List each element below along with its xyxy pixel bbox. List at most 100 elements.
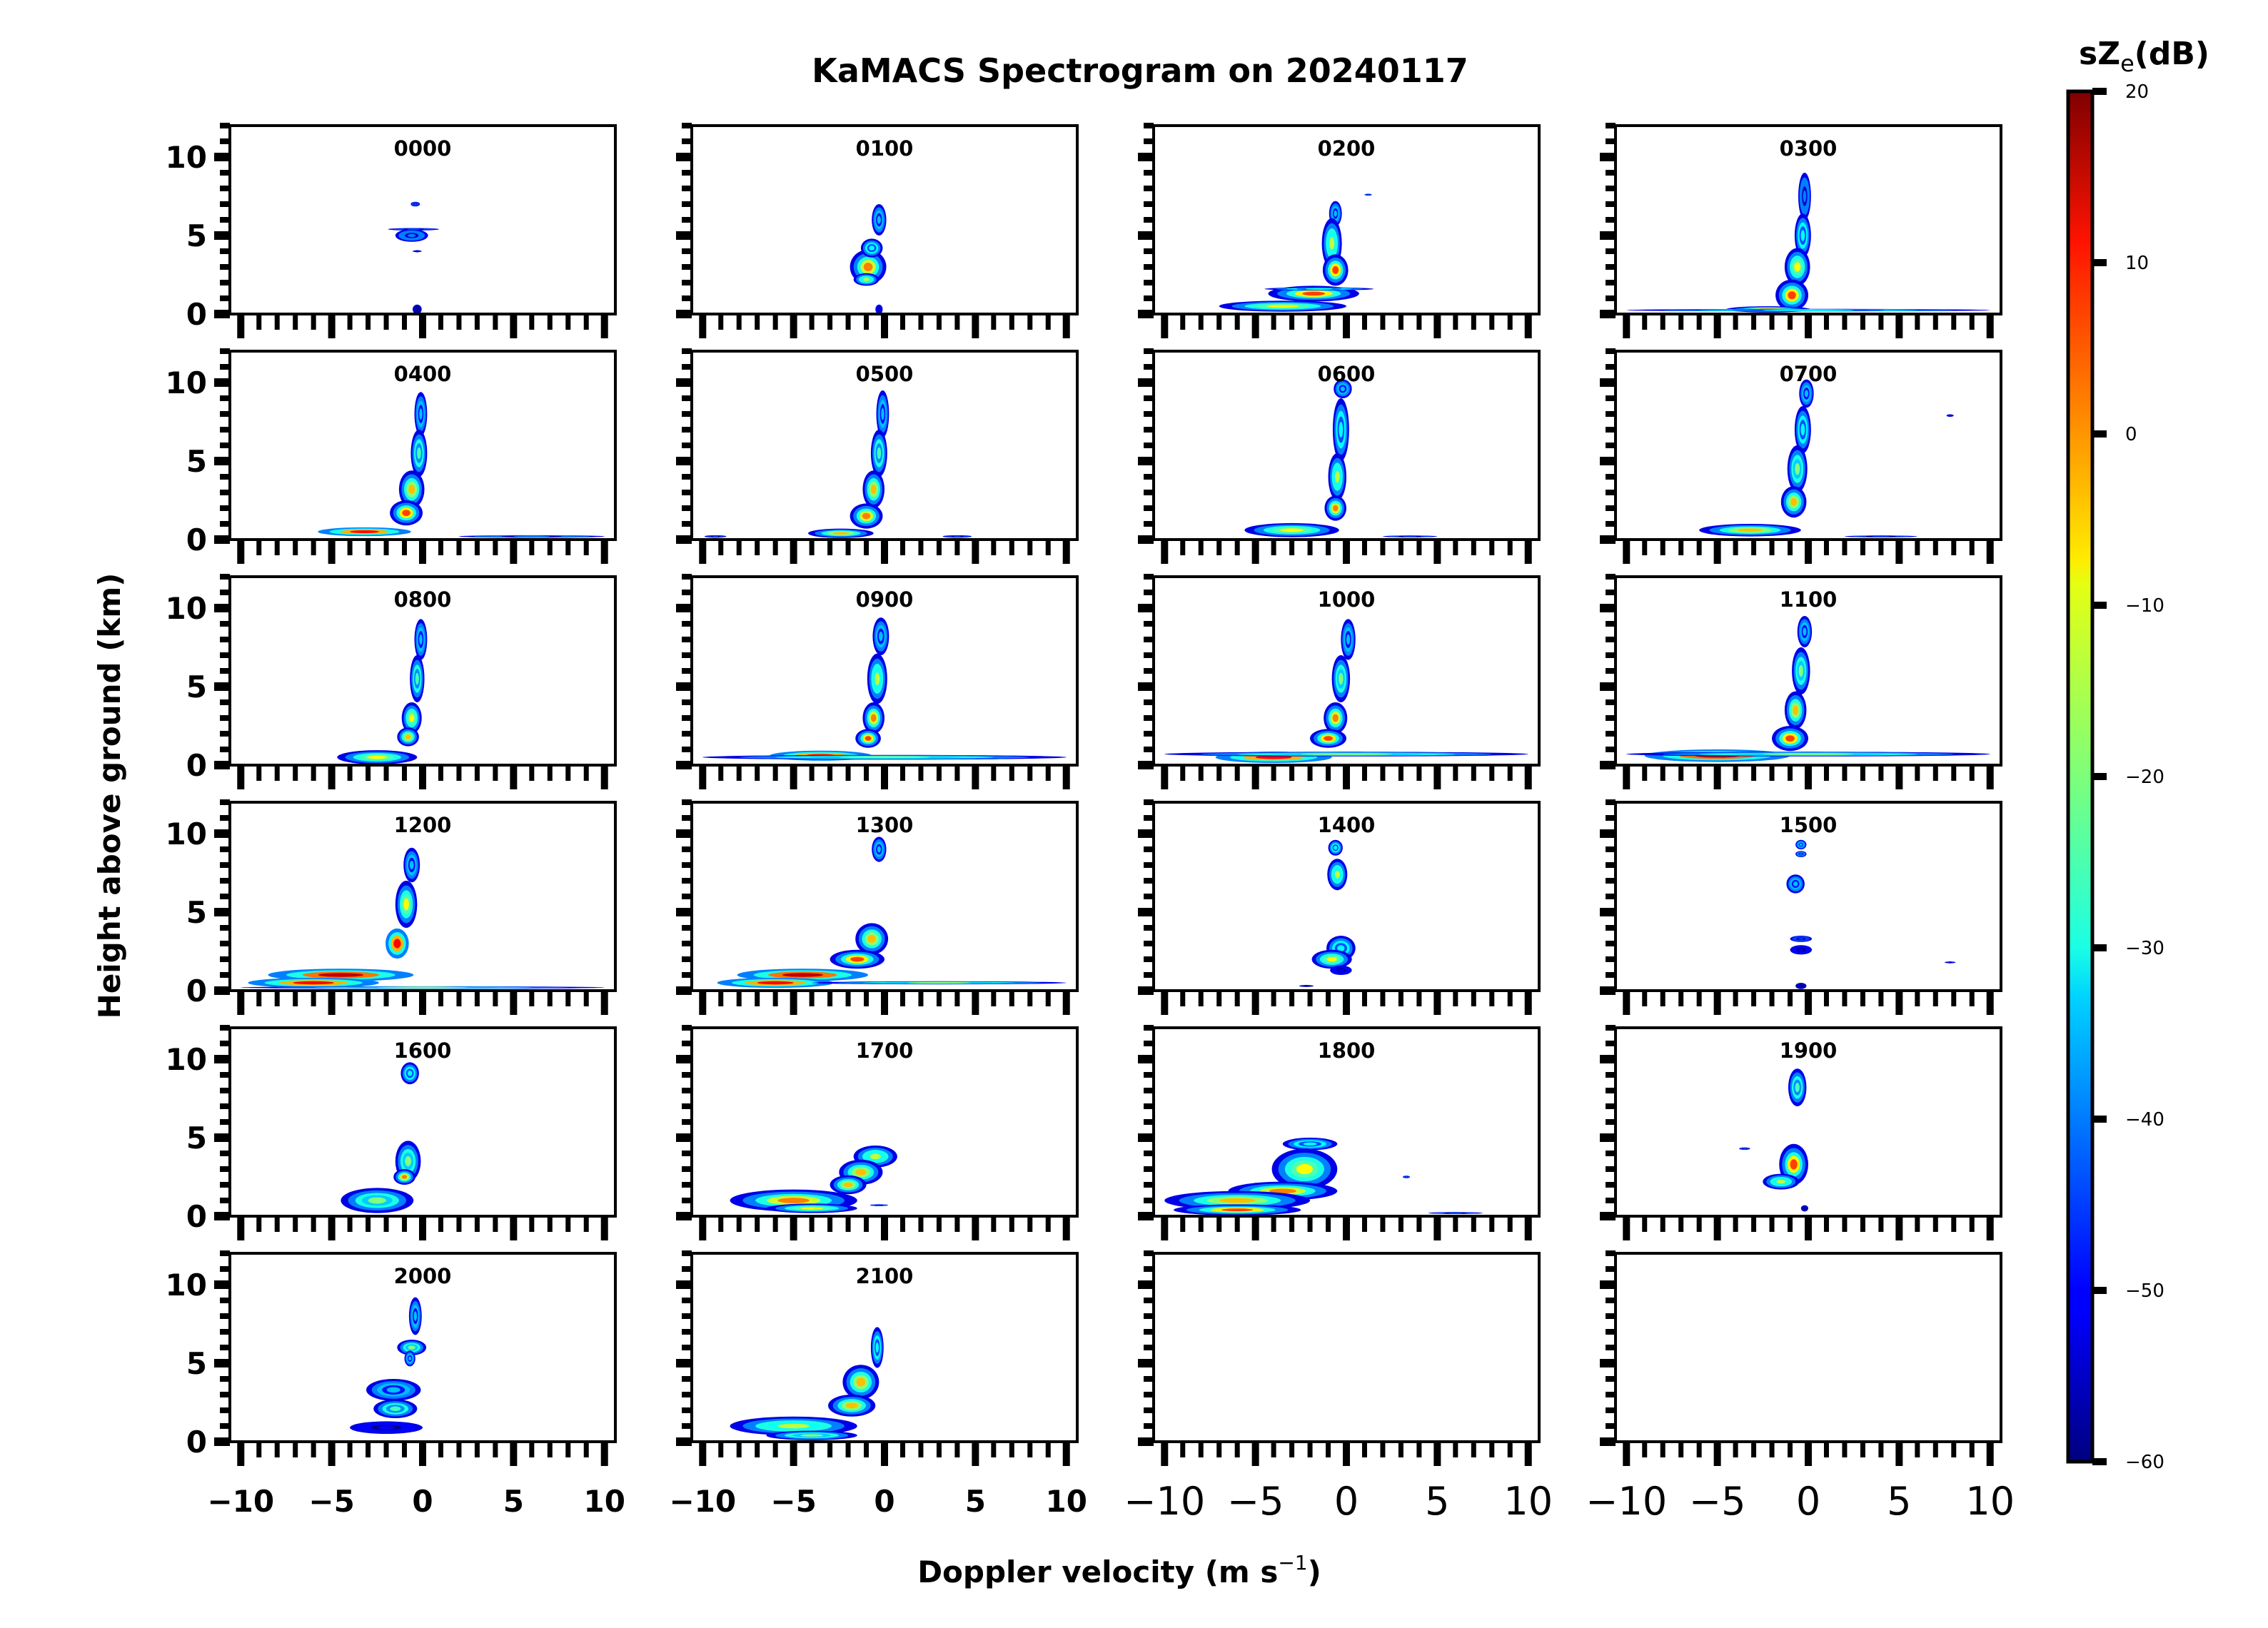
x-major-tick xyxy=(972,540,979,564)
y-major-tick xyxy=(1138,153,1154,161)
y-minor-tick xyxy=(220,862,230,868)
x-minor-tick xyxy=(755,991,760,1006)
x-minor-tick xyxy=(493,1442,498,1457)
x-minor-tick xyxy=(1915,1216,1920,1232)
panel-1200: 1200 0 5 10 xyxy=(166,799,617,1015)
y-tick-label: 0 xyxy=(186,522,207,557)
x-tick-label: −10 xyxy=(207,1484,274,1519)
x-major-tick xyxy=(1062,765,1070,789)
y-minor-tick xyxy=(682,972,692,978)
x-major-tick xyxy=(1161,1216,1169,1240)
x-minor-tick xyxy=(1289,540,1295,555)
spectrum-blob xyxy=(862,512,871,520)
x-major-tick xyxy=(1433,991,1441,1015)
x-minor-tick xyxy=(1453,765,1458,781)
x-minor-tick xyxy=(864,1216,870,1232)
x-major-tick xyxy=(237,314,245,338)
x-minor-tick xyxy=(383,1442,389,1457)
x-minor-tick xyxy=(366,1442,371,1457)
x-minor-tick xyxy=(1234,1216,1240,1232)
y-minor-tick xyxy=(220,1119,230,1125)
x-minor-tick xyxy=(1842,991,1848,1006)
x-minor-tick xyxy=(1769,765,1775,781)
spectrum-blob xyxy=(1803,1207,1806,1210)
panel-title: 0000 xyxy=(394,136,452,161)
x-major-tick xyxy=(1524,314,1532,338)
y-minor-tick xyxy=(1606,1266,1616,1272)
y-minor-tick xyxy=(1606,574,1616,580)
x-tick-label: −10 xyxy=(669,1484,736,1519)
x-minor-tick xyxy=(736,765,742,781)
x-minor-tick xyxy=(1660,1442,1665,1457)
x-minor-tick xyxy=(809,1216,815,1232)
x-minor-tick xyxy=(311,1442,316,1457)
y-minor-tick xyxy=(1144,1345,1154,1350)
y-minor-tick xyxy=(1144,652,1154,658)
x-minor-tick xyxy=(256,1216,262,1232)
y-major-tick xyxy=(214,1437,230,1446)
y-minor-tick xyxy=(220,1151,230,1156)
x-tick-label: −5 xyxy=(308,1484,354,1519)
x-minor-tick xyxy=(1271,314,1276,330)
x-minor-tick xyxy=(845,314,851,330)
panel-0300: 0300 xyxy=(1600,123,2002,338)
x-tick-label: 10 xyxy=(1045,1484,1087,1519)
x-major-tick xyxy=(419,1442,426,1466)
x-minor-tick xyxy=(1733,1442,1738,1457)
y-minor-tick xyxy=(1144,815,1154,821)
spectrum-blob xyxy=(393,939,401,949)
y-minor-tick xyxy=(682,521,692,527)
x-minor-tick xyxy=(936,314,942,330)
x-minor-tick xyxy=(1471,765,1476,781)
x-minor-tick xyxy=(583,314,589,330)
x-minor-tick xyxy=(1915,540,1920,555)
colorbar-tick xyxy=(2092,944,2107,951)
x-minor-tick xyxy=(1788,314,1793,330)
colorbar-label: sZe(dB) xyxy=(2079,36,2209,77)
spectrum-blob xyxy=(407,1070,413,1076)
y-minor-tick xyxy=(1144,574,1154,580)
x-axis-label: Doppler velocity (m s−1) xyxy=(917,1551,1321,1589)
y-minor-tick xyxy=(1606,637,1616,642)
y-minor-tick xyxy=(1144,1250,1154,1256)
y-minor-tick xyxy=(682,1250,692,1256)
y-minor-tick xyxy=(682,474,692,480)
x-minor-tick xyxy=(827,991,833,1006)
x-minor-tick xyxy=(918,314,924,330)
y-minor-tick xyxy=(682,123,692,128)
y-major-tick xyxy=(1138,761,1154,769)
x-major-tick xyxy=(972,314,979,338)
spectrum-blob xyxy=(403,898,409,911)
y-minor-tick xyxy=(220,1266,230,1272)
figure-title: KaMACS Spectrogram on 20240117 xyxy=(812,51,1468,90)
x-minor-tick xyxy=(347,765,353,781)
x-minor-tick xyxy=(583,540,589,555)
y-minor-tick xyxy=(1144,1119,1154,1125)
x-minor-tick xyxy=(1027,1442,1033,1457)
spectrum-blob xyxy=(1405,1176,1408,1178)
x-major-tick xyxy=(510,765,518,789)
x-minor-tick xyxy=(864,991,870,1006)
y-major-tick xyxy=(1138,1437,1154,1446)
x-minor-tick xyxy=(474,1216,480,1232)
y-minor-tick xyxy=(682,894,692,899)
y-minor-tick xyxy=(220,637,230,642)
x-minor-tick xyxy=(936,991,942,1006)
y-minor-tick xyxy=(1144,862,1154,868)
y-minor-tick xyxy=(1606,248,1616,254)
spectrum-blob xyxy=(1799,853,1803,855)
x-major-tick xyxy=(1623,540,1631,564)
y-minor-tick xyxy=(1606,348,1616,354)
y-minor-tick xyxy=(220,490,230,495)
x-minor-tick xyxy=(1751,765,1757,781)
x-major-tick xyxy=(1524,1216,1532,1240)
y-minor-tick xyxy=(682,747,692,752)
x-minor-tick xyxy=(1969,1442,1975,1457)
x-minor-tick xyxy=(1915,991,1920,1006)
y-major-tick xyxy=(1600,231,1616,240)
spectrum-blob xyxy=(377,1426,395,1430)
x-minor-tick xyxy=(565,1216,571,1232)
y-minor-tick xyxy=(1606,652,1616,658)
y-tick-label: 5 xyxy=(186,218,207,253)
panel-0700: 0700 xyxy=(1600,348,2002,564)
